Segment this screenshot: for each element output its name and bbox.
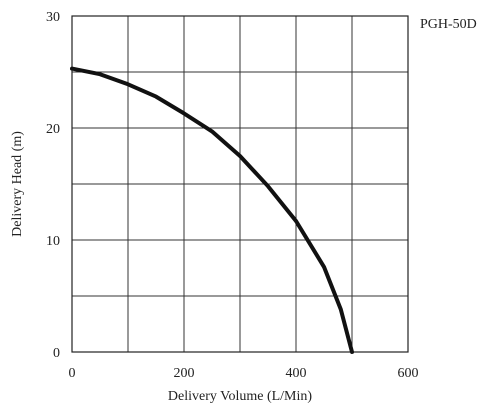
x-tick-label: 600: [398, 366, 419, 381]
y-axis-title: Delivery Head (m): [10, 131, 25, 237]
plot-frame: [71, 15, 409, 353]
y-tick-labels: 0 10 20 30: [46, 10, 60, 361]
head-flow-curve: [70, 66, 354, 354]
gridlines: [71, 15, 409, 353]
x-tick-label: 400: [286, 366, 307, 381]
y-tick-label: 30: [46, 10, 60, 25]
x-tick-label: 0: [69, 366, 76, 381]
x-tick-label: 200: [174, 366, 195, 381]
model-label: PGH-50D: [420, 17, 477, 32]
series-layer: [70, 66, 354, 354]
y-tick-label: 10: [46, 234, 60, 249]
y-tick-label: 20: [46, 122, 60, 137]
y-tick-label: 0: [53, 346, 60, 361]
x-tick-labels: 0 200 400 600: [69, 366, 419, 381]
x-axis-title: Delivery Volume (L/Min): [168, 389, 312, 404]
